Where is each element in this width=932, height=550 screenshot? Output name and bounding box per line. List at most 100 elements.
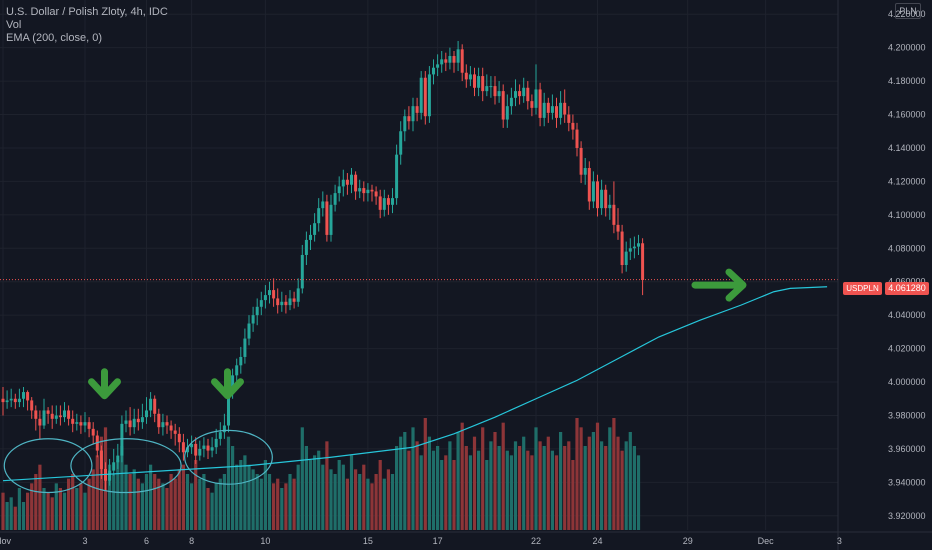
volume-bar	[247, 464, 251, 530]
price-axis-panel	[838, 0, 932, 550]
volume-bar	[571, 460, 575, 530]
x-tick-label: 3	[837, 536, 842, 546]
candle-body	[276, 298, 280, 306]
volume-bar	[140, 483, 144, 530]
candle-body	[329, 204, 333, 235]
candle-body	[288, 298, 292, 306]
candle-body	[354, 174, 358, 192]
volume-bar	[612, 418, 616, 530]
candle-body	[75, 422, 79, 424]
volume-bar	[411, 427, 415, 530]
volume-bar	[395, 446, 399, 530]
volume-bar	[321, 464, 325, 530]
volume-bar	[185, 474, 190, 530]
volume-bar	[493, 432, 497, 530]
candle-body	[559, 102, 563, 118]
volume-bar	[165, 488, 169, 530]
volume-bar	[341, 464, 345, 530]
candle-body	[432, 67, 435, 75]
candle-body	[489, 86, 493, 88]
y-tick-label: 4.180000	[888, 76, 926, 86]
annotation-ellipse	[3, 438, 93, 494]
volume-bar	[75, 488, 79, 530]
volume-bar	[419, 455, 423, 530]
candle-body	[485, 86, 489, 92]
candle-body	[608, 204, 612, 209]
volume-bar	[509, 455, 513, 530]
candle-body	[177, 433, 181, 443]
candle-body	[22, 392, 25, 399]
volume-bar	[42, 488, 46, 530]
volume-bar	[415, 441, 419, 530]
volume-bar	[272, 483, 276, 530]
candle-body	[5, 400, 9, 403]
candle-body	[198, 448, 202, 456]
candle-body	[497, 91, 501, 97]
candle-body	[17, 398, 21, 403]
volume-bar	[296, 464, 300, 530]
candle-body	[411, 106, 415, 122]
volume-bar	[362, 464, 366, 530]
volume-bar	[382, 478, 386, 530]
volume-bar	[267, 474, 272, 530]
volume-bar	[124, 464, 128, 530]
candle-body	[378, 196, 382, 210]
candle-body	[337, 186, 341, 194]
candle-body	[612, 204, 616, 225]
volume-bar	[505, 450, 509, 530]
x-tick-label: Dec	[758, 536, 775, 546]
volume-bar	[136, 478, 140, 530]
candle-body	[403, 116, 407, 132]
volume-bar	[530, 455, 534, 530]
candle-body	[460, 49, 464, 73]
candle-body	[567, 114, 571, 123]
volume-bar	[206, 488, 210, 530]
volume-bar	[54, 483, 58, 530]
candle-body	[591, 181, 595, 202]
volume-bar	[595, 422, 600, 530]
annotation-ellipse	[70, 438, 182, 494]
volume-bar	[550, 450, 554, 530]
volume-bar	[276, 478, 280, 530]
volume-bar	[370, 483, 374, 530]
x-tick-label: 15	[363, 536, 373, 546]
volume-bar	[448, 441, 452, 530]
volume-bar	[423, 418, 427, 530]
candle-body	[116, 455, 120, 463]
x-tick-label: 8	[189, 536, 194, 546]
volume-bar	[300, 427, 304, 530]
volume-bar	[345, 478, 349, 530]
volume-bar	[149, 464, 153, 530]
candle-body	[50, 413, 54, 419]
x-tick-label: 3	[82, 536, 87, 546]
volume-bar	[456, 432, 460, 530]
volume-bar	[452, 460, 456, 530]
candle-body	[341, 179, 345, 187]
annotation-arrow-right	[691, 268, 747, 302]
y-tick-label: 4.120000	[888, 176, 926, 186]
candle-body	[309, 234, 312, 240]
y-tick-label: 3.960000	[888, 444, 926, 454]
symbol-title: U.S. Dollar / Polish Zloty, 4h, IDC	[6, 6, 168, 18]
candle-body	[391, 198, 394, 205]
candle-body	[30, 400, 34, 411]
candle-body	[255, 306, 259, 316]
candle-body	[263, 295, 267, 301]
currency-badge[interactable]: PLN	[895, 3, 921, 19]
volume-bar	[243, 455, 247, 530]
x-tick-label: 24	[592, 536, 602, 546]
volume-bar	[468, 455, 472, 530]
volume-bar	[518, 446, 522, 530]
volume-bar	[477, 450, 481, 530]
candle-body	[218, 432, 222, 439]
volume-bar	[202, 474, 206, 530]
volume-bar	[79, 483, 83, 530]
candle-body	[284, 301, 288, 306]
candle-body	[616, 224, 620, 232]
candle-body	[79, 422, 83, 426]
volume-bar	[50, 497, 54, 530]
volume-bar	[157, 478, 161, 530]
volume-bar	[91, 469, 95, 530]
volume-bar	[427, 436, 431, 530]
